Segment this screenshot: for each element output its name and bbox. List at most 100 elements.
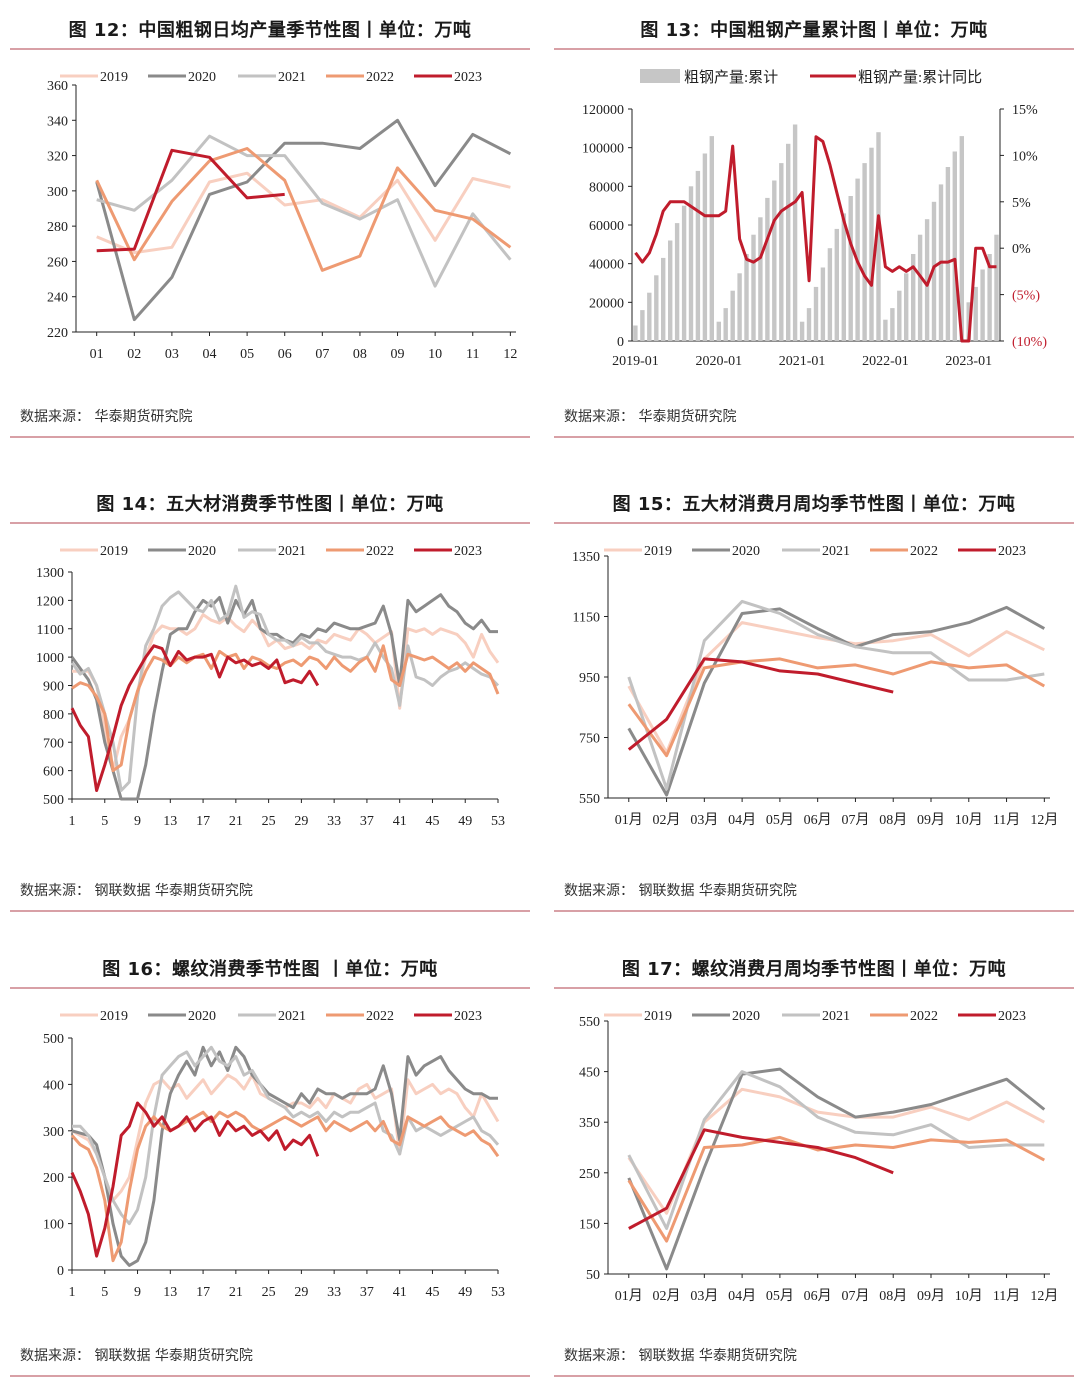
chart-fig15: 550 750 950 1150 1350 01月 02月 03月 04月 05月 06月 07月 08…: [572, 544, 1058, 828]
y-tick-label: 450: [579, 1066, 600, 1081]
chart-fig12: 220 240 260 280 300 320 340 360 01 02 03 04 05 06 07 08…: [47, 70, 517, 362]
y2-tick-label: (10%): [1012, 335, 1047, 350]
source-note: 数据来源： 钢联数据 华泰期货研究院: [564, 1348, 797, 1364]
bar: [987, 254, 992, 341]
x-tick-label: 9: [134, 1285, 141, 1300]
x-tick-label: 2023-01: [945, 354, 992, 369]
x-tick-label: 08: [353, 347, 367, 362]
bar: [709, 136, 714, 341]
y-tick-label: 300: [43, 1125, 64, 1140]
bar: [661, 257, 666, 341]
legend-label-2022: 2022: [366, 544, 394, 559]
panel-fig16: 图 16：螺纹消费季节性图 丨单位：万吨 0 100 200 300 400 500 1 5 9…: [10, 943, 530, 1383]
y-tick-label: 700: [43, 736, 64, 751]
legend-label-2021: 2021: [278, 544, 306, 559]
footer-rule: [554, 1375, 1074, 1377]
y-tick-label: 600: [43, 765, 64, 780]
y-tick-label: 20000: [589, 296, 624, 311]
title-rule: [554, 48, 1074, 50]
bar: [668, 240, 673, 341]
x-tick-label: 25: [262, 1285, 276, 1300]
bar: [924, 219, 930, 341]
y-tick-label: 300: [47, 185, 68, 200]
title-rule: [554, 987, 1074, 989]
series-line-2020: [71, 1045, 498, 1267]
bar: [945, 167, 951, 341]
y-tick-label: 200: [43, 1171, 64, 1186]
x-tick-label: 17: [196, 814, 210, 829]
x-tick-label: 37: [360, 1285, 374, 1300]
x-tick-label: 02月: [653, 812, 681, 828]
y-tick-label: 950: [579, 671, 600, 686]
panel-fig13: 图 13：中国粗钢产量累计图丨单位：万吨 0 20000 40000 60000 800…: [554, 4, 1074, 444]
x-tick-label: 2021-01: [779, 354, 826, 369]
y-tick-label: 100000: [582, 142, 624, 157]
x-tick-label: 09: [391, 347, 405, 362]
bar: [716, 321, 721, 341]
x-tick-label: 1: [69, 814, 76, 829]
legend-label-2021: 2021: [278, 70, 306, 85]
x-tick-label: 11月: [993, 1288, 1020, 1304]
x-tick-label: 11月: [993, 812, 1020, 828]
bar: [904, 273, 909, 341]
x-tick-label: 53: [491, 1285, 505, 1300]
series-line-yoy: [634, 135, 997, 343]
bar: [959, 136, 964, 341]
legend-label-bar: 粗钢产量:累计: [684, 69, 778, 86]
legend-label-2020: 2020: [732, 1009, 760, 1024]
legend-label-2022: 2022: [366, 1009, 394, 1024]
title-rule: [10, 48, 530, 50]
y-tick-label: 350: [579, 1116, 600, 1131]
bar: [640, 310, 645, 341]
legend-label-2019: 2019: [100, 70, 128, 85]
x-tick-label: 53: [491, 814, 505, 829]
legend-label-2020: 2020: [188, 70, 216, 85]
y2-tick-label: 5%: [1012, 196, 1031, 211]
x-tick-label: 49: [458, 1285, 472, 1300]
x-tick-label: 33: [327, 1285, 341, 1300]
bar: [994, 234, 999, 341]
source-note: 数据来源： 钢联数据 华泰期货研究院: [20, 1348, 253, 1364]
x-tick-label: 07月: [841, 812, 869, 828]
bar: [792, 124, 798, 341]
y-tick-label: 60000: [589, 219, 624, 234]
bar: [730, 290, 735, 341]
y-tick-label: 500: [43, 793, 64, 808]
legend-label-2019: 2019: [644, 1009, 672, 1024]
legend-swatch-bar: [640, 69, 680, 83]
y-tick-label: 240: [47, 291, 68, 306]
x-tick-label: 03月: [690, 1288, 718, 1304]
x-tick-label: 37: [360, 814, 374, 829]
series-line-2019: [71, 1073, 500, 1202]
x-tick-label: 04月: [728, 1288, 756, 1304]
y-tick-label: 360: [47, 79, 68, 94]
x-tick-label: 01: [90, 347, 104, 362]
series-line-2021: [627, 599, 1045, 791]
x-tick-label: 10月: [955, 1288, 983, 1304]
series-line-2023: [627, 657, 894, 751]
y-tick-label: 1100: [37, 623, 64, 638]
legend-label-2020: 2020: [732, 544, 760, 559]
series-line-2022: [70, 1110, 500, 1263]
y-tick-label: 280: [47, 220, 68, 235]
series-line-2021: [627, 1070, 1045, 1230]
bar: [890, 308, 895, 341]
y-tick-label: 0: [57, 1264, 64, 1279]
y-tick-label: 120000: [582, 103, 624, 118]
y-tick-label: 900: [43, 680, 64, 695]
chart-title: 图 17：螺纹消费月周均季节性图丨单位：万吨: [621, 959, 1007, 980]
x-tick-label: 11: [466, 347, 479, 362]
bar: [772, 180, 777, 341]
series-line-2021: [70, 584, 500, 792]
x-tick-label: 10月: [955, 812, 983, 828]
series-line-2020: [627, 605, 1046, 797]
legend-label-2019: 2019: [644, 544, 672, 559]
x-tick-label: 07月: [841, 1288, 869, 1304]
bar: [633, 325, 638, 341]
x-tick-label: 05: [240, 347, 254, 362]
chart-title: 图 13：中国粗钢产量累计图丨单位：万吨: [640, 20, 988, 41]
x-tick-label: 5: [101, 814, 108, 829]
x-tick-label: 41: [393, 1285, 407, 1300]
bar: [806, 308, 812, 341]
y-tick-label: 100: [43, 1218, 64, 1233]
